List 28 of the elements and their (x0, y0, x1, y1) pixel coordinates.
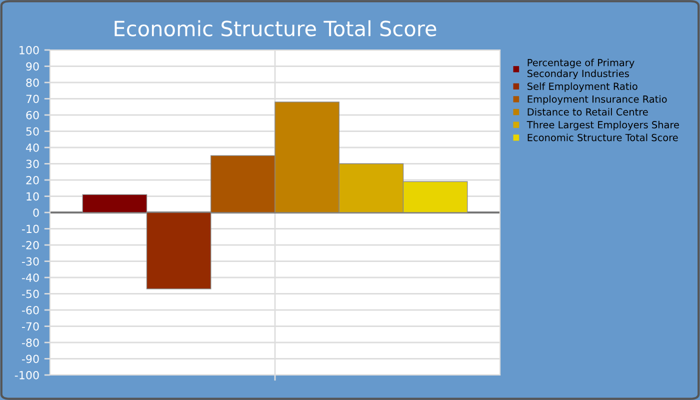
y-tick-label: -100 (14, 370, 39, 380)
chart-title: Economic Structure Total Score (114, 20, 436, 36)
y-tick-label: -50 (22, 290, 39, 298)
legend-label: Self Employment Ratio (528, 82, 638, 92)
y-tick-label: -90 (22, 354, 39, 364)
y-tick-label: -80 (22, 338, 39, 347)
y-tick-label: 50 (26, 127, 39, 136)
y-tick-label: -60 (22, 306, 39, 314)
y-tick-label: -30 (22, 257, 39, 266)
legend-label: Distance to Retail Centre (528, 108, 648, 116)
y-tick-label: 80 (26, 78, 39, 87)
y-tick-label: 20 (26, 176, 39, 184)
y-tick-label: 70 (26, 94, 39, 104)
y-tick-label: 60 (26, 110, 39, 120)
y-tick-label: 0 (33, 208, 39, 217)
legend-label: Percentage of Primary Secondary Industries (528, 58, 634, 80)
y-tick-label: 40 (26, 143, 39, 152)
legend-label: Employment Insurance Ratio (528, 95, 667, 105)
legend-label: Economic Structure Total Score (528, 134, 678, 142)
y-tick-label: -10 (22, 224, 39, 234)
y-tick-label: -20 (22, 240, 39, 250)
y-tick-label: 30 (26, 160, 39, 168)
y-tick-label: 10 (26, 192, 39, 201)
y-tick-label: -70 (22, 322, 39, 331)
legend-label: Three Largest Employers Share (526, 120, 679, 130)
y-tick-label: -40 (22, 273, 39, 282)
y-tick-label: 100 (20, 46, 39, 54)
y-tick-label: 90 (26, 62, 39, 71)
